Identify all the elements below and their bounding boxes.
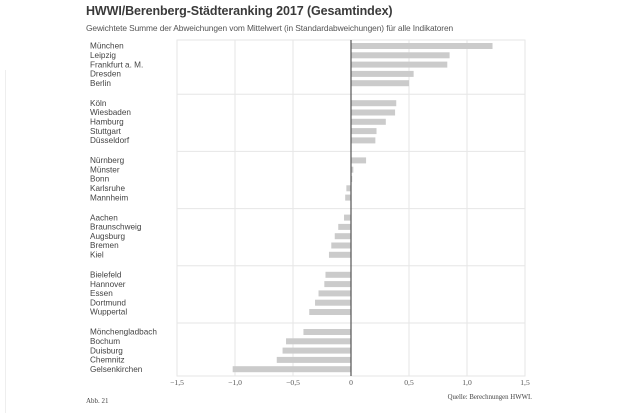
bar-dresden (351, 70, 414, 77)
bar-bochum (286, 338, 351, 345)
city-label: Kiel (90, 251, 104, 260)
bar-bielefeld (325, 271, 351, 278)
bar-dortmund (315, 299, 351, 306)
bar-karlsruhe (346, 185, 351, 192)
city-label: Berlin (90, 79, 111, 88)
bar-bremen (331, 242, 351, 249)
city-label: Dresden (90, 70, 121, 79)
page-edge-line (5, 70, 6, 413)
city-label: Essen (90, 289, 113, 298)
x-axis-ticks: −1,5 −1,0 −0,5 0 0,5 1,0 1,5 (170, 378, 530, 387)
city-label: Wiesbaden (90, 108, 131, 117)
bar-nürnberg (351, 157, 367, 164)
bar-duisburg (282, 347, 351, 354)
city-label: Chemnitz (90, 356, 125, 365)
bar-münchen (351, 43, 493, 49)
city-label: Duisburg (90, 346, 123, 355)
bar-gelsenkirchen (232, 366, 351, 373)
city-label: Mannheim (90, 193, 128, 202)
bar-wiesbaden (351, 109, 396, 116)
bar-münster (351, 166, 354, 173)
x-tick-label: −1,5 (170, 378, 184, 387)
bar-braunschweig (338, 223, 351, 230)
city-label: Bonn (90, 175, 110, 184)
city-label: Nürnberg (90, 156, 125, 165)
bar-düsseldorf (351, 137, 376, 144)
bar-köln (351, 100, 397, 107)
city-label: Hannover (90, 280, 126, 289)
bars (232, 43, 493, 373)
bar-aachen (344, 214, 351, 221)
bar-leipzig (351, 52, 450, 59)
bar-berlin (351, 80, 409, 87)
x-tick-label: 0 (349, 378, 353, 387)
city-label: Köln (90, 99, 107, 108)
bar-wuppertal (309, 309, 351, 315)
city-label: Braunschweig (90, 223, 142, 232)
city-label: Bochum (90, 337, 120, 346)
bar-chemnitz (276, 356, 351, 363)
x-tick-label: −0,5 (286, 378, 300, 387)
city-label: Münster (90, 165, 120, 174)
city-label: Wuppertal (90, 308, 127, 317)
x-tick-label: 0,5 (404, 378, 414, 387)
bar-mönchengladbach (303, 329, 351, 335)
x-tick-label: 1,5 (520, 378, 530, 387)
city-label: Bremen (90, 241, 119, 250)
chart-subtitle: Gewichtete Summe der Abweichungen vom Mi… (86, 23, 454, 33)
bar-hamburg (351, 118, 386, 125)
x-tick-label: −1,0 (228, 378, 242, 387)
city-label: Düsseldorf (90, 136, 130, 145)
bar-augsburg (334, 233, 351, 240)
city-label: Karlsruhe (90, 184, 125, 193)
bar-essen (318, 290, 351, 297)
city-label: Augsburg (90, 232, 125, 241)
city-label: Aachen (90, 213, 118, 222)
bar-hannover (324, 281, 351, 288)
city-label: München (90, 42, 124, 51)
city-label: Leipzig (90, 51, 116, 60)
x-tick-label: 1,0 (462, 378, 472, 387)
figure-number: Abb. 21 (86, 397, 109, 405)
city-label: Bielefeld (90, 271, 122, 280)
city-label: Frankfurt a. M. (90, 60, 143, 69)
city-label: Stuttgart (90, 127, 122, 136)
source-note: Quelle: Berechnungen HWWI. (447, 394, 532, 401)
city-label: Mönchengladbach (90, 328, 157, 337)
city-label: Dortmund (90, 298, 126, 307)
bar-mannheim (345, 194, 351, 201)
bar-kiel (328, 251, 351, 258)
chart-title: HWWI/Berenberg-Städteranking 2017 (Gesam… (86, 4, 393, 18)
bar-stuttgart (351, 128, 377, 135)
city-label: Gelsenkirchen (90, 365, 143, 374)
bar-frankfurt-a-m- (351, 61, 448, 68)
city-label: Hamburg (90, 118, 124, 127)
